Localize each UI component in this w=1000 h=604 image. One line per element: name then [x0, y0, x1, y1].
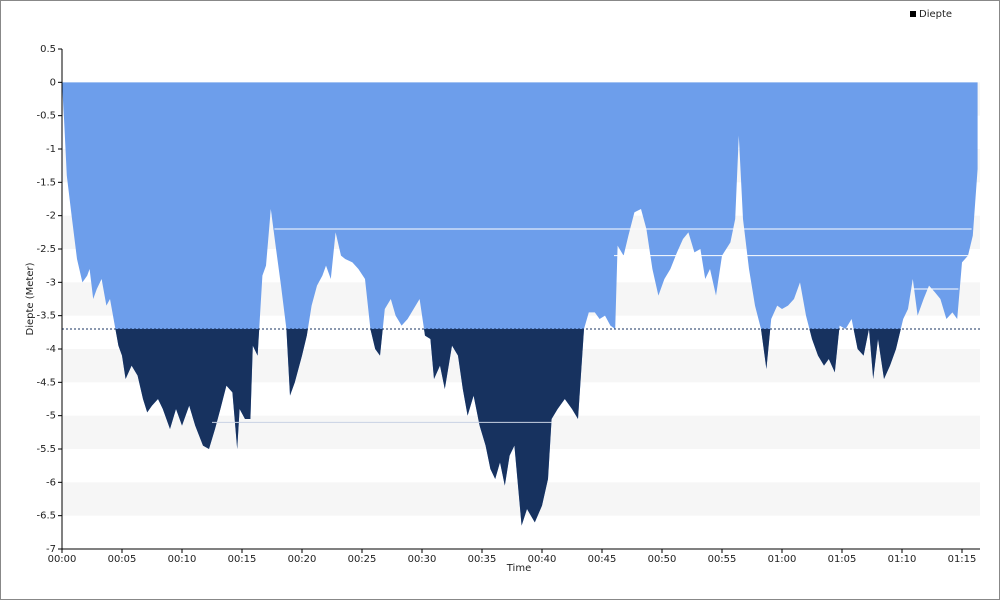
- y-tick-label: -4.5: [36, 377, 56, 388]
- y-tick-label: -6.5: [36, 511, 56, 522]
- y-tick-label: -1.5: [36, 177, 56, 188]
- x-tick-label: 00:15: [228, 554, 257, 565]
- plot: [62, 82, 980, 526]
- y-tick-label: -3.5: [36, 311, 56, 322]
- x-tick-label: 00:50: [648, 554, 677, 565]
- y-tick-label: -6: [46, 477, 56, 488]
- y-tick-label: -2: [46, 211, 56, 222]
- x-tick-label: 00:45: [588, 554, 617, 565]
- x-tick-label: 00:30: [408, 554, 437, 565]
- x-tick-label: 00:25: [348, 554, 377, 565]
- y-tick-label: -4: [46, 344, 56, 355]
- legend-swatch: [910, 11, 916, 17]
- x-tick-label: 00:20: [288, 554, 317, 565]
- y-tick-label: -5: [46, 411, 56, 422]
- y-tick-label: -5.5: [36, 444, 56, 455]
- y-tick-label: 0.5: [40, 44, 56, 55]
- x-tick-label: 01:05: [828, 554, 857, 565]
- y-tick-label: -7: [46, 544, 56, 555]
- y-tick-label: -1: [46, 144, 56, 155]
- x-tick-label: 00:55: [708, 554, 737, 565]
- x-tick-label: 00:40: [528, 554, 557, 565]
- x-tick-label: 00:10: [168, 554, 197, 565]
- legend-label: Diepte: [919, 9, 952, 20]
- y-tick-label: -0.5: [36, 111, 56, 122]
- y-tick-label: -3: [46, 277, 56, 288]
- x-axis-title: Time: [506, 563, 531, 574]
- x-tick-label: 01:00: [768, 554, 797, 565]
- x-tick-label: 00:05: [108, 554, 137, 565]
- y-tick-label: 0: [50, 77, 56, 88]
- x-tick-label: 00:35: [468, 554, 497, 565]
- y-tick-label: -2.5: [36, 244, 56, 255]
- x-tick-label: 00:00: [48, 554, 77, 565]
- y-axis-title: Diepte (Meter): [25, 262, 36, 335]
- x-tick-label: 01:15: [948, 554, 977, 565]
- deep-area: [115, 329, 901, 526]
- x-tick-label: 01:10: [888, 554, 917, 565]
- depth-area: [62, 82, 978, 526]
